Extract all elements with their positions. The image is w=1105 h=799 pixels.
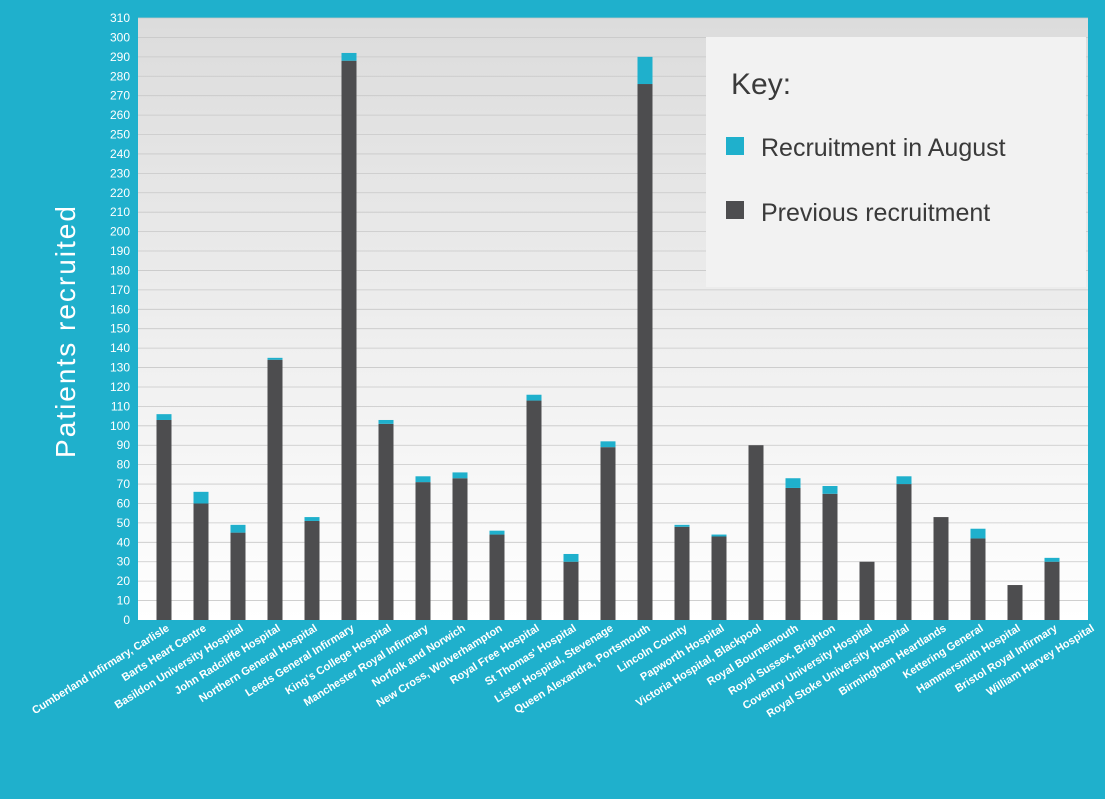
legend-box bbox=[706, 37, 1086, 287]
bar-previous-recruitment bbox=[267, 359, 283, 620]
y-tick-label: 40 bbox=[117, 535, 131, 549]
bar-previous-recruitment bbox=[1044, 561, 1060, 620]
bars bbox=[156, 52, 1060, 620]
bar-previous-recruitment bbox=[933, 517, 949, 620]
y-axis-label: Patients recruited bbox=[50, 204, 81, 458]
bar-previous-recruitment bbox=[415, 482, 431, 620]
y-tick-label: 190 bbox=[110, 244, 130, 258]
bar-previous-recruitment bbox=[748, 445, 764, 620]
bar-recruitment-august bbox=[267, 357, 283, 360]
bar-recruitment-august bbox=[896, 476, 912, 485]
y-tick-label: 30 bbox=[117, 555, 131, 569]
x-tick-label: Cumberland Infirmary, Carlisle bbox=[30, 622, 172, 717]
y-tick-label: 230 bbox=[110, 166, 130, 180]
y-tick-label: 260 bbox=[110, 108, 130, 122]
legend-label-previous: Previous recruitment bbox=[761, 199, 990, 227]
bar-previous-recruitment bbox=[452, 478, 468, 620]
y-tick-label: 0 bbox=[123, 613, 130, 627]
bar-recruitment-august bbox=[156, 414, 172, 420]
bar-previous-recruitment bbox=[563, 561, 579, 620]
bar-previous-recruitment bbox=[304, 520, 320, 620]
y-tick-label: 100 bbox=[110, 419, 130, 433]
bar-recruitment-august bbox=[230, 524, 246, 533]
y-tick-label: 240 bbox=[110, 147, 130, 161]
y-tick-label: 290 bbox=[110, 50, 130, 64]
y-tick-label: 300 bbox=[110, 30, 130, 44]
y-tick-label: 200 bbox=[110, 225, 130, 239]
y-tick-label: 310 bbox=[110, 11, 130, 25]
bar-previous-recruitment bbox=[341, 60, 357, 620]
bar-recruitment-august bbox=[674, 524, 690, 527]
bar-previous-recruitment bbox=[896, 484, 912, 620]
y-tick-label: 70 bbox=[117, 477, 131, 491]
bar-previous-recruitment bbox=[526, 400, 542, 620]
bar-recruitment-august bbox=[785, 478, 801, 488]
y-tick-label: 20 bbox=[117, 574, 131, 588]
y-tick-label: 280 bbox=[110, 69, 130, 83]
bar-recruitment-august bbox=[526, 394, 542, 401]
bar-previous-recruitment bbox=[674, 526, 690, 620]
y-tick-label: 270 bbox=[110, 89, 130, 103]
y-tick-label: 80 bbox=[117, 458, 131, 472]
bar-previous-recruitment bbox=[637, 84, 653, 620]
y-tick-label: 140 bbox=[110, 341, 130, 355]
y-tick-label: 110 bbox=[111, 399, 130, 413]
bar-previous-recruitment bbox=[156, 419, 172, 620]
y-tick-label: 10 bbox=[117, 594, 131, 608]
y-tick-label: 180 bbox=[110, 263, 130, 277]
y-tick-label: 90 bbox=[117, 438, 131, 452]
y-tick-label: 220 bbox=[110, 186, 130, 200]
bar-recruitment-august bbox=[378, 419, 394, 424]
bar-recruitment-august bbox=[600, 441, 616, 448]
bar-previous-recruitment bbox=[193, 503, 209, 620]
y-tick-label: 60 bbox=[117, 496, 131, 510]
y-tick-label: 150 bbox=[110, 322, 130, 336]
legend-label-august: Recruitment in August bbox=[761, 134, 1006, 162]
bar-previous-recruitment bbox=[822, 493, 838, 620]
y-tick-label: 50 bbox=[117, 516, 131, 530]
bar-recruitment-august bbox=[415, 476, 431, 483]
y-axis-ticks: 0 10 20 30 40 50 60 70 80 90 100 110 120 130 140 150 160… bbox=[110, 11, 130, 627]
bar-recruitment-august bbox=[304, 517, 320, 521]
bar-previous-recruitment bbox=[378, 423, 394, 620]
bar-recruitment-august bbox=[341, 52, 357, 61]
legend: Key: Recruitment in August Previous recr… bbox=[706, 37, 1086, 287]
legend-swatch-august bbox=[726, 137, 744, 155]
y-tick-label: 210 bbox=[110, 205, 130, 219]
bar-previous-recruitment bbox=[1007, 585, 1023, 620]
y-tick-label: 170 bbox=[110, 283, 130, 297]
bar-recruitment-august bbox=[822, 486, 838, 494]
legend-swatch-previous bbox=[726, 201, 744, 219]
bar-recruitment-august bbox=[637, 56, 653, 85]
bar-recruitment-august bbox=[1044, 557, 1060, 562]
bar-previous-recruitment bbox=[230, 532, 246, 620]
bar-recruitment-august bbox=[452, 472, 468, 479]
legend-title: Key: bbox=[731, 68, 791, 101]
bar-recruitment-august bbox=[563, 553, 579, 562]
y-tick-label: 130 bbox=[110, 361, 130, 375]
bar-recruitment-august bbox=[489, 530, 505, 535]
y-tick-label: 250 bbox=[110, 128, 130, 142]
bar-previous-recruitment bbox=[600, 447, 616, 620]
bar-previous-recruitment bbox=[785, 487, 801, 620]
y-tick-label: 160 bbox=[110, 302, 130, 316]
y-tick-label: 120 bbox=[110, 380, 130, 394]
bar-recruitment-august bbox=[711, 534, 727, 537]
bar-previous-recruitment bbox=[711, 536, 727, 620]
bar-previous-recruitment bbox=[970, 538, 986, 620]
bar-recruitment-august bbox=[970, 528, 986, 539]
bar-recruitment-august bbox=[193, 491, 209, 504]
bar-previous-recruitment bbox=[489, 534, 505, 620]
bar-previous-recruitment bbox=[859, 561, 875, 620]
